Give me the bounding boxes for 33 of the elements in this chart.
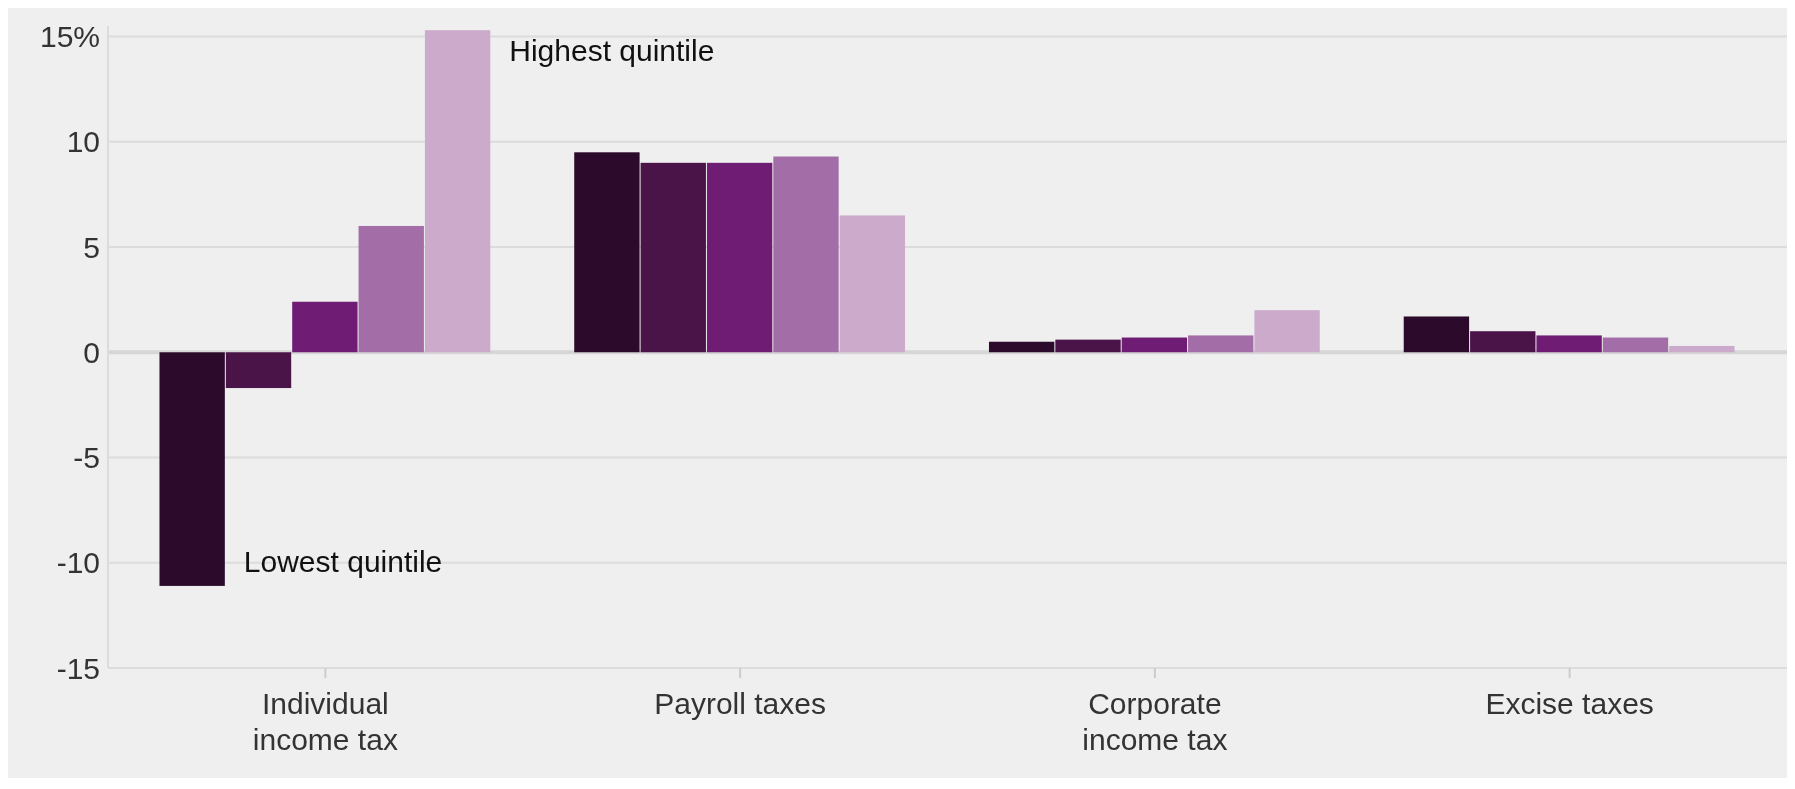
bar	[1188, 335, 1254, 353]
annotation: Lowest quintile	[243, 544, 443, 578]
bar	[159, 352, 225, 586]
x-tick-label: Corporate income tax	[1082, 687, 1228, 756]
bar	[358, 225, 424, 353]
y-tick-label: 10	[66, 125, 100, 159]
y-tick-label: -10	[56, 546, 100, 580]
y-tick-label: -5	[73, 441, 100, 475]
bar	[773, 156, 839, 353]
bar	[640, 162, 706, 353]
y-tick-label: 0	[83, 335, 100, 369]
x-tick-label: Excise taxes	[1485, 687, 1654, 720]
bar	[574, 152, 640, 353]
y-tick-label: 5	[83, 230, 100, 264]
x-tick-label: Individual income tax	[252, 687, 398, 756]
bar	[1669, 345, 1735, 353]
y-tick-label: -15	[56, 651, 100, 685]
bar	[1121, 337, 1188, 353]
bar	[1602, 337, 1669, 353]
bar	[292, 301, 358, 353]
bar	[988, 341, 1055, 353]
annotation: Highest quintile	[509, 34, 715, 68]
x-tick-label: Payroll taxes	[654, 687, 826, 720]
bar	[1055, 339, 1121, 353]
bar	[1536, 335, 1602, 353]
bar	[1254, 310, 1320, 353]
bar	[424, 30, 491, 353]
bar	[839, 215, 906, 353]
bar	[706, 162, 773, 353]
bar	[1403, 316, 1470, 353]
bar	[225, 352, 292, 389]
bar	[1470, 331, 1536, 353]
y-tick-label: 15%	[39, 20, 100, 54]
